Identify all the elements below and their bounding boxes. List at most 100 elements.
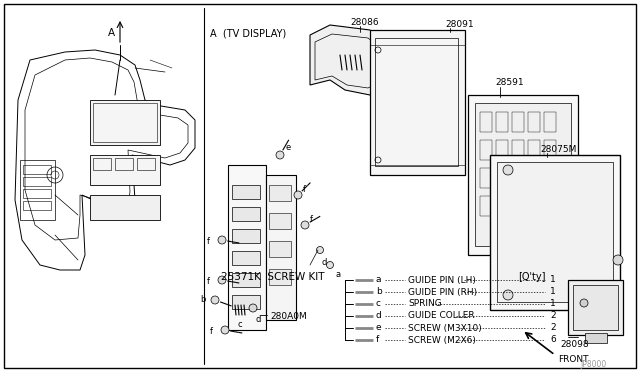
Text: 28086: 28086 bbox=[350, 18, 379, 27]
Bar bbox=[90, 155, 160, 185]
Text: f: f bbox=[207, 237, 210, 246]
Text: GUIDE COLLER: GUIDE COLLER bbox=[408, 311, 475, 321]
Bar bbox=[544, 140, 556, 160]
Text: c: c bbox=[376, 299, 381, 308]
Circle shape bbox=[218, 276, 226, 284]
Bar bbox=[512, 196, 524, 216]
Text: GUIDE PIN (LH): GUIDE PIN (LH) bbox=[408, 276, 476, 285]
Bar bbox=[20, 160, 55, 220]
Bar bbox=[512, 112, 524, 132]
Bar bbox=[512, 168, 524, 188]
Text: 28075M: 28075M bbox=[540, 145, 577, 154]
Text: SCREW (M3X10): SCREW (M3X10) bbox=[408, 324, 482, 333]
Text: b: b bbox=[200, 295, 205, 304]
Bar bbox=[480, 140, 492, 160]
Circle shape bbox=[218, 236, 226, 244]
Bar bbox=[528, 140, 540, 160]
Bar bbox=[375, 38, 458, 166]
Text: GUIDE PIN (RH): GUIDE PIN (RH) bbox=[408, 288, 477, 296]
Text: [Q'ty]: [Q'ty] bbox=[518, 272, 546, 282]
Circle shape bbox=[613, 255, 623, 265]
Bar bbox=[232, 229, 260, 243]
Text: 1: 1 bbox=[550, 288, 556, 296]
Bar bbox=[23, 201, 51, 210]
Circle shape bbox=[249, 304, 257, 312]
Bar bbox=[23, 189, 51, 198]
Bar bbox=[137, 158, 155, 170]
Text: 1: 1 bbox=[550, 276, 556, 285]
Bar bbox=[528, 196, 540, 216]
Text: 28098: 28098 bbox=[560, 340, 589, 349]
Text: e: e bbox=[376, 324, 381, 333]
Bar bbox=[23, 177, 51, 186]
Bar bbox=[266, 175, 296, 320]
Bar bbox=[512, 140, 524, 160]
Circle shape bbox=[276, 151, 284, 159]
Text: f: f bbox=[207, 277, 210, 286]
Circle shape bbox=[317, 247, 323, 253]
Bar bbox=[480, 168, 492, 188]
Text: JP8000: JP8000 bbox=[580, 360, 606, 369]
Bar bbox=[93, 158, 111, 170]
Bar bbox=[232, 273, 260, 287]
Text: f: f bbox=[310, 215, 313, 224]
Bar bbox=[568, 280, 623, 335]
Bar bbox=[480, 196, 492, 216]
Bar bbox=[269, 185, 291, 201]
Text: f: f bbox=[210, 327, 213, 336]
Text: FRONT: FRONT bbox=[558, 356, 589, 365]
Text: e: e bbox=[285, 143, 291, 152]
Text: A: A bbox=[108, 28, 115, 38]
Text: d: d bbox=[322, 258, 328, 267]
Text: b: b bbox=[376, 288, 381, 296]
Bar bbox=[496, 140, 508, 160]
Text: f: f bbox=[376, 336, 380, 344]
Circle shape bbox=[294, 191, 302, 199]
Bar bbox=[544, 168, 556, 188]
Text: c: c bbox=[237, 320, 242, 329]
Bar bbox=[93, 103, 157, 142]
Bar bbox=[497, 162, 613, 302]
Bar bbox=[573, 285, 618, 330]
Text: d: d bbox=[376, 311, 381, 321]
Text: 280A0M: 280A0M bbox=[270, 312, 307, 321]
Bar bbox=[232, 207, 260, 221]
Text: f: f bbox=[303, 185, 306, 194]
Text: d: d bbox=[255, 315, 260, 324]
Circle shape bbox=[211, 296, 219, 304]
Text: A  (TV DISPLAY): A (TV DISPLAY) bbox=[210, 28, 286, 38]
Text: 6: 6 bbox=[550, 336, 556, 344]
Text: 28591: 28591 bbox=[495, 78, 524, 87]
Bar bbox=[115, 158, 133, 170]
Bar bbox=[90, 195, 160, 220]
Text: a: a bbox=[376, 276, 381, 285]
Text: 28091: 28091 bbox=[445, 20, 474, 29]
Bar bbox=[269, 269, 291, 285]
Bar bbox=[528, 168, 540, 188]
Text: SCREW (M2X6): SCREW (M2X6) bbox=[408, 336, 476, 344]
Circle shape bbox=[301, 221, 309, 229]
Circle shape bbox=[221, 326, 229, 334]
Bar bbox=[468, 95, 578, 255]
Text: SPRING: SPRING bbox=[408, 299, 442, 308]
Circle shape bbox=[503, 165, 513, 175]
Text: 2: 2 bbox=[550, 324, 556, 333]
Bar bbox=[496, 196, 508, 216]
Bar bbox=[232, 185, 260, 199]
Bar bbox=[269, 241, 291, 257]
Polygon shape bbox=[310, 25, 390, 95]
Bar bbox=[544, 196, 556, 216]
Text: a: a bbox=[335, 270, 340, 279]
Bar bbox=[496, 112, 508, 132]
Text: 1: 1 bbox=[550, 299, 556, 308]
Bar bbox=[480, 112, 492, 132]
Bar bbox=[370, 30, 465, 175]
Bar bbox=[585, 333, 607, 343]
Circle shape bbox=[503, 290, 513, 300]
Bar bbox=[23, 165, 51, 174]
Bar bbox=[544, 112, 556, 132]
Bar bbox=[496, 168, 508, 188]
Circle shape bbox=[580, 299, 588, 307]
Text: 2: 2 bbox=[550, 311, 556, 321]
Bar bbox=[475, 103, 571, 246]
